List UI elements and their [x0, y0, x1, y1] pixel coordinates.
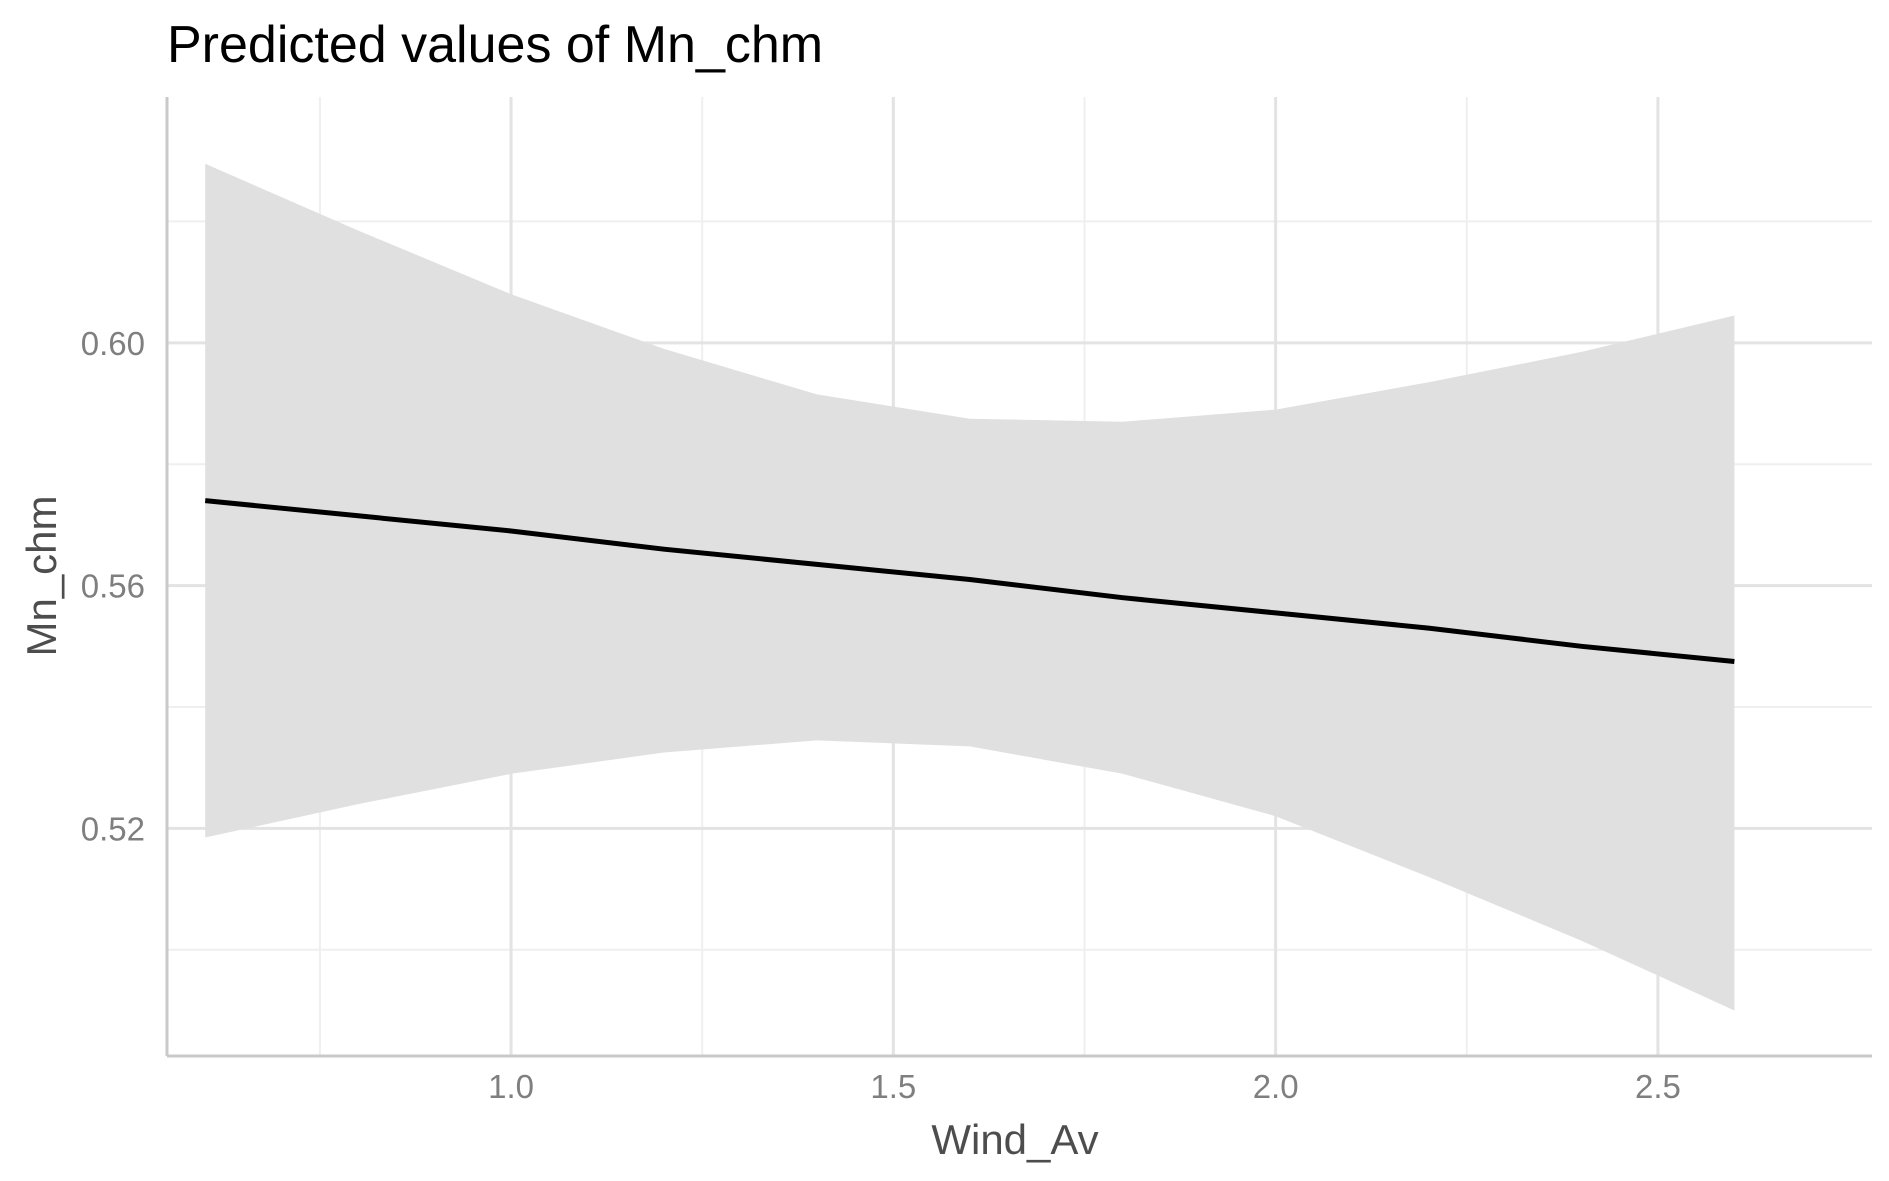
prediction-line: [204, 498, 1735, 664]
x-tick-label: 1.5: [870, 1068, 916, 1105]
confidence-band: [205, 163, 1735, 1011]
y-tick-label: 0.52: [81, 810, 145, 847]
y-tick-label: 0.60: [81, 325, 145, 362]
y-tick-labels: 0.52 0.56 0.60: [81, 325, 145, 848]
chart-title: Predicted values of Mn_chm: [167, 16, 823, 74]
y-tick-label: 0.56: [81, 568, 145, 605]
x-tick-label: 2.5: [1635, 1068, 1681, 1105]
x-tick-label: 2.0: [1253, 1068, 1299, 1105]
y-axis-title: Mn_chm: [18, 495, 65, 656]
x-axis-title: Wind_Av: [931, 1116, 1098, 1163]
x-tick-label: 1.0: [488, 1068, 534, 1105]
x-tick-labels: 1.0 1.5 2.0 2.5: [488, 1068, 1681, 1105]
